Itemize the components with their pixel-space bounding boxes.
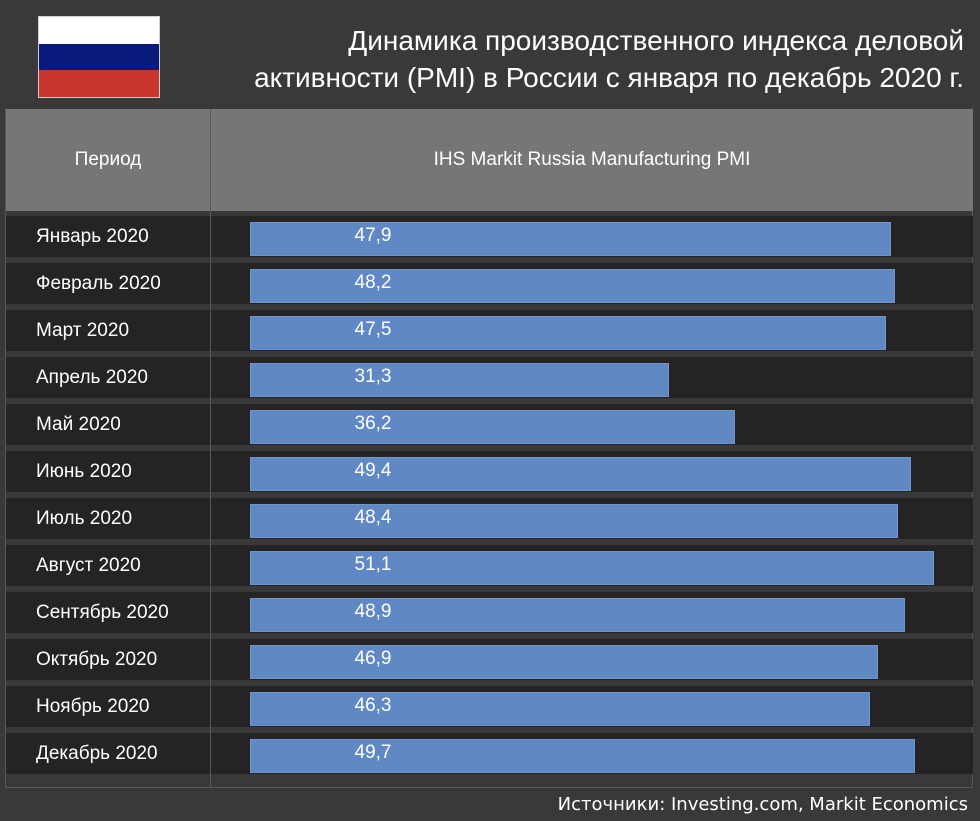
data-label: 49,7: [354, 742, 392, 763]
bar: [250, 504, 898, 538]
chart-row: Март 2020 47,5: [6, 307, 973, 354]
chart-rows: Январь 2020 47,9 Февраль 2020 48,2 Март 2020…: [6, 213, 973, 777]
bar-track: [211, 592, 973, 633]
bar-track: [211, 310, 973, 351]
bar-track: [211, 545, 973, 586]
bar-track: [211, 263, 973, 304]
flag-stripe-blue: [39, 43, 159, 71]
category-label: Ноябрь 2020: [6, 686, 210, 727]
data-label: 48,4: [354, 507, 392, 528]
category-label: Март 2020: [6, 310, 210, 351]
chart-row: Сентябрь 2020 48,9: [6, 589, 973, 636]
data-label: 46,3: [354, 695, 392, 716]
bar-track: [211, 216, 973, 257]
chart-row: Май 2020 36,2: [6, 401, 973, 448]
category-label: Август 2020: [6, 545, 210, 586]
bar: [250, 457, 911, 491]
data-label: 47,9: [354, 225, 392, 246]
category-label: Апрель 2020: [6, 357, 210, 398]
chart-row: Февраль 2020 48,2: [6, 260, 973, 307]
chart-row: Октябрь 2020 46,9: [6, 636, 973, 683]
bar: [250, 551, 934, 585]
category-label: Июнь 2020: [6, 451, 210, 492]
bar-track: [211, 404, 973, 445]
bar: [250, 598, 905, 632]
chart-row: Август 2020 51,1: [6, 542, 973, 589]
category-label: Сентябрь 2020: [6, 592, 210, 633]
column-header-metric-label: IHS Markit Russia Manufacturing PMI: [433, 149, 751, 170]
header: Динамика производственного индекса делов…: [0, 0, 980, 108]
flag-stripe-red: [39, 70, 159, 97]
bar-track: [211, 357, 973, 398]
bar-track: [211, 451, 973, 492]
data-label: 46,9: [354, 648, 392, 669]
bar: [250, 269, 895, 303]
data-label: 48,2: [354, 272, 392, 293]
column-header-period: Период: [6, 109, 210, 211]
bar: [250, 316, 886, 350]
category-label: Июль 2020: [6, 498, 210, 539]
bar-track: [211, 733, 973, 774]
bar: [250, 739, 915, 773]
bar: [250, 645, 878, 679]
data-label: 49,4: [354, 460, 392, 481]
chart-row: Ноябрь 2020 46,3: [6, 683, 973, 730]
bar: [250, 410, 735, 444]
source-note: Источники: Investing.com, Markit Economi…: [557, 794, 968, 815]
chart-title: Динамика производственного индекса делов…: [254, 25, 964, 93]
data-label: 47,5: [354, 319, 392, 340]
column-header-period-label: Период: [74, 149, 142, 170]
category-label: Февраль 2020: [6, 263, 210, 304]
column-header-metric: IHS Markit Russia Manufacturing PMI: [211, 109, 973, 211]
chart-row: Декабрь 2020 49,7: [6, 730, 973, 777]
bar-track: [211, 639, 973, 680]
bar: [250, 222, 891, 256]
flag-stripe-white: [39, 17, 159, 44]
data-label: 36,2: [354, 413, 392, 434]
data-label: 48,9: [354, 601, 392, 622]
chart-row: Июль 2020 48,4: [6, 495, 973, 542]
data-label: 31,3: [354, 366, 392, 387]
chart-row: Июнь 2020 49,4: [6, 448, 973, 495]
chart-row: Январь 2020 47,9: [6, 213, 973, 260]
bar-track: [211, 498, 973, 539]
category-label: Январь 2020: [6, 216, 210, 257]
category-label: Октябрь 2020: [6, 639, 210, 680]
chart-row: Апрель 2020 31,3: [6, 354, 973, 401]
bar-track: [211, 686, 973, 727]
russia-flag-icon: [38, 16, 160, 98]
category-label: Декабрь 2020: [6, 733, 210, 774]
bar: [250, 692, 870, 726]
data-label: 51,1: [354, 554, 392, 575]
column-divider: [210, 109, 211, 788]
category-label: Май 2020: [6, 404, 210, 445]
bar: [250, 363, 669, 397]
